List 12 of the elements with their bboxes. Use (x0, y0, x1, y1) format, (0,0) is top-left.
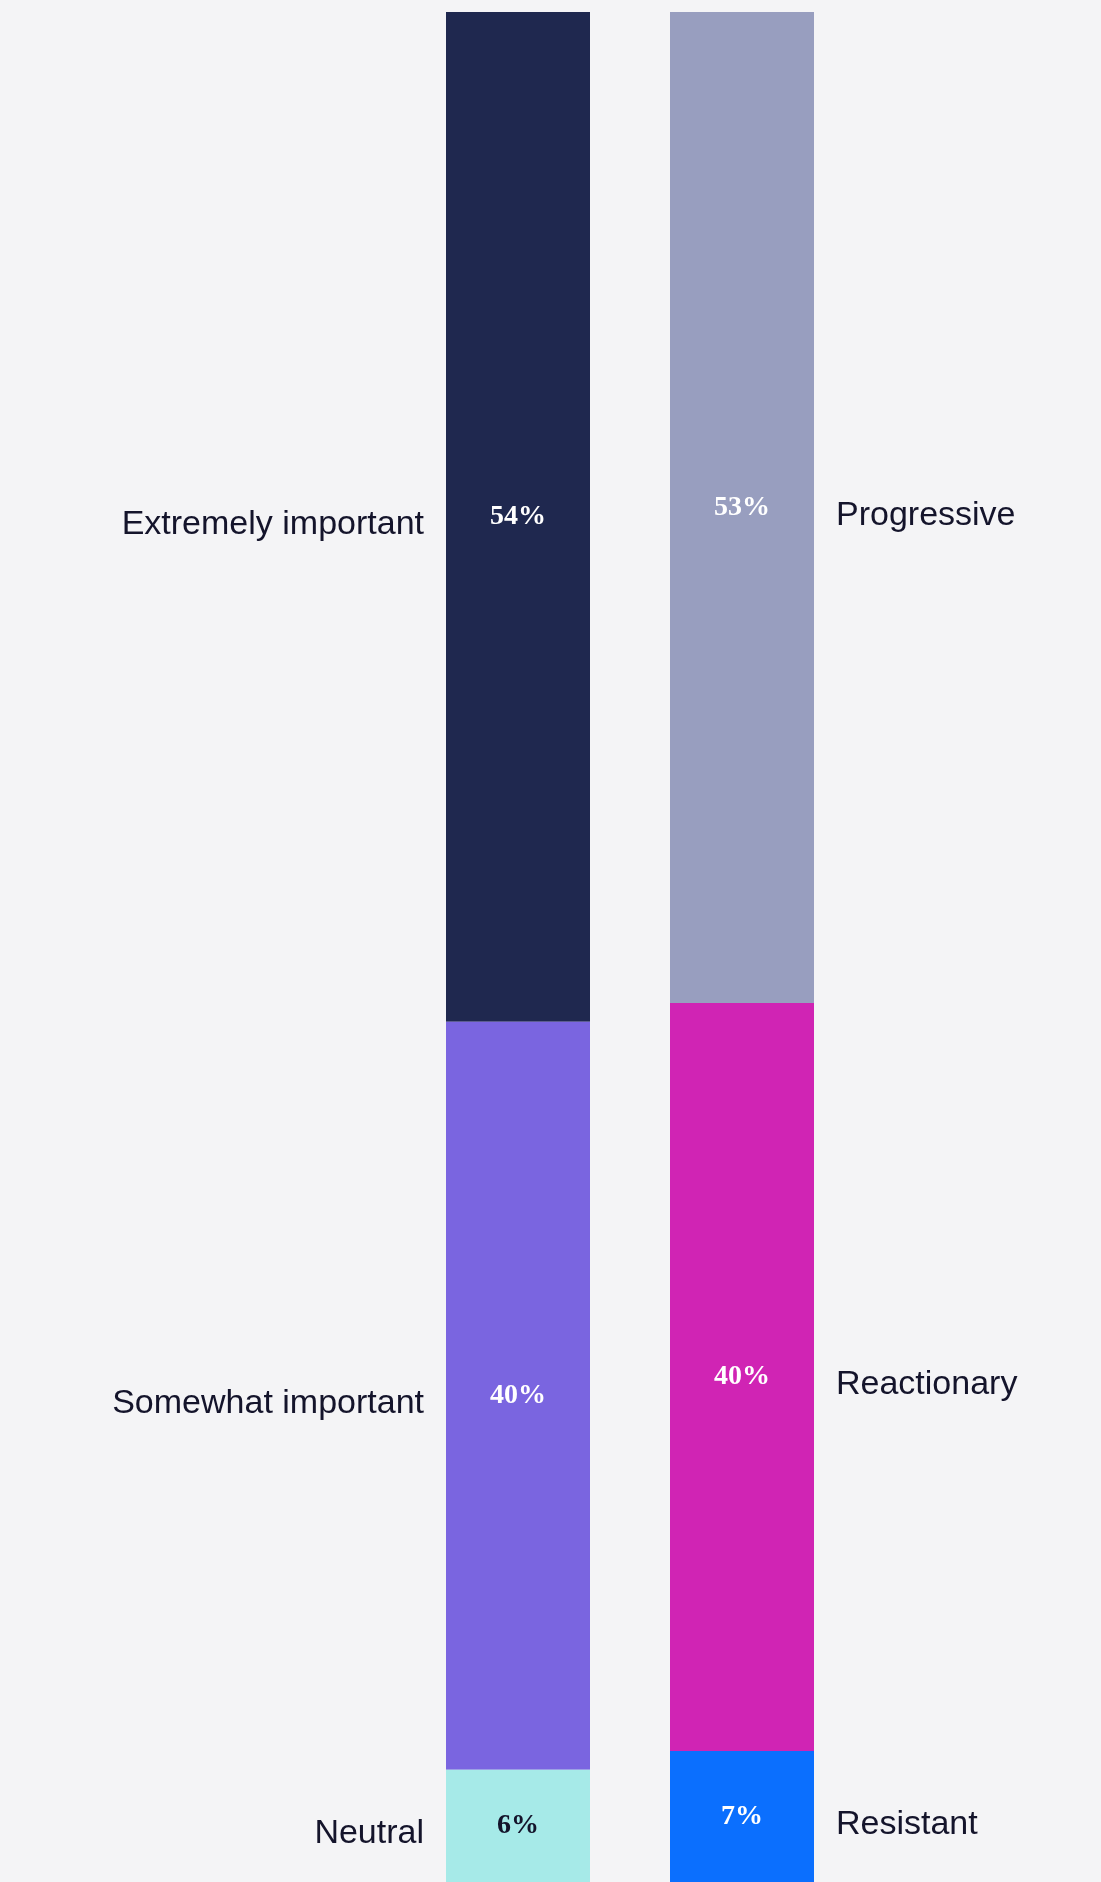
data-label: 54% (490, 499, 546, 531)
series-label: Reactionary (836, 1363, 1018, 1402)
series-label: Progressive (836, 493, 1016, 532)
series-label: Extremely important (121, 503, 425, 542)
data-label: 7% (721, 1798, 763, 1830)
series-label: Somewhat important (112, 1382, 425, 1421)
data-label: 53% (714, 489, 770, 521)
series-label: Resistant (836, 1802, 979, 1841)
data-label: 40% (490, 1378, 546, 1410)
data-label: 6% (497, 1808, 539, 1840)
data-label: 40% (714, 1359, 770, 1391)
series-label: Neutral (314, 1812, 424, 1851)
